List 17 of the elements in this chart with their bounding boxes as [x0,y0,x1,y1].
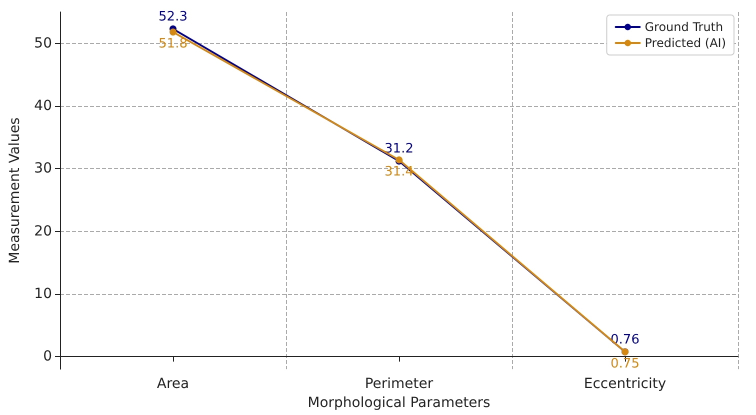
x-tick-label: Area [156,376,190,392]
y-tick-label: 40 [34,98,52,114]
y-tick-label: 30 [34,160,52,177]
x-axis-title: Morphological Parameters [308,395,490,411]
legend-label: Predicted (AI) [644,36,726,50]
y-tick-label: 20 [34,223,52,240]
y-tick-label: 50 [34,35,52,52]
point [170,28,176,36]
legend-label: Ground Truth [644,20,724,34]
y-axis-title: Measurement Values [7,117,23,264]
y-tick-label: 0 [43,348,52,365]
data-label: 52.3 [158,9,188,24]
data-label: 0.75 [610,356,640,372]
data-label: 31.2 [384,142,414,157]
x-tick-label: Perimeter [364,376,434,392]
x-tick-label: Eccentricity [584,376,666,392]
y-tick-label: 10 [34,286,52,302]
